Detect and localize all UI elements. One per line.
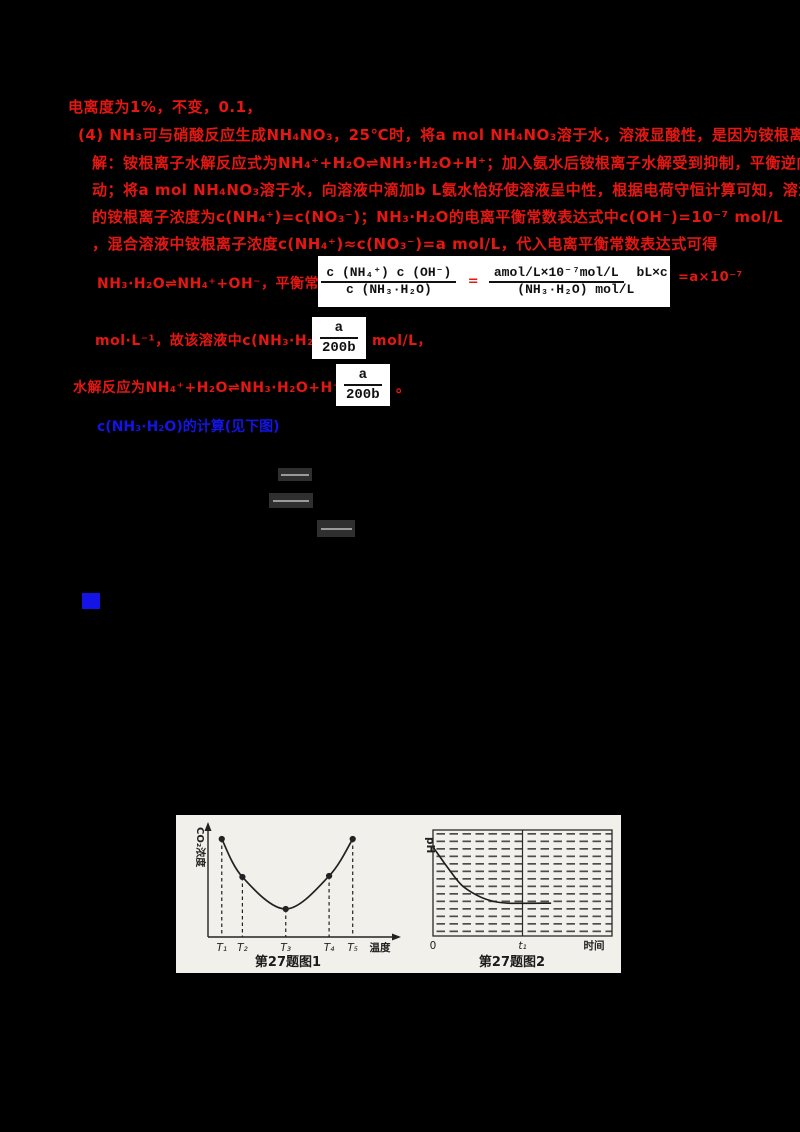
fraction-right-numerator: amol/L×10⁻⁷mol/L — [488, 265, 624, 284]
fraction-left: c (NH₄⁺) c (OH⁻) c (NH₃·H₂O) — [318, 265, 460, 298]
hydrolysis-line-pre: 水解反应为NH₄⁺+H₂O⇌NH₃·H₂O+H⁺，故为： — [73, 380, 399, 396]
small-frac-numerator: a — [344, 367, 382, 386]
svg-text:T₁: T₁ — [216, 942, 227, 954]
svg-text:t₁: t₁ — [518, 940, 526, 952]
answer-line-2: 解：铵根离子水解反应式为NH₄⁺+H₂O⇌NH₃·H₂O+H⁺；加入氨水后铵根离… — [92, 154, 800, 172]
svg-text:T₄: T₄ — [324, 942, 335, 954]
figure-strip: CO₂浓度 T₁ T₂ T₃ T₄ T₅ 温度 pH 0 t₁ 时间 第27题图1 第27题图2 — [176, 815, 621, 973]
answer-line-5: ，混合溶液中铵根离子浓度c(NH₄⁺)≈c(NO₃⁻)=a mol/L，代入电离… — [92, 235, 718, 253]
fraction-left-numerator: c (NH₄⁺) c (OH⁻) — [321, 265, 457, 284]
equals-sign: = — [467, 274, 479, 289]
equilibrium-constant-formula: c (NH₄⁺) c (OH⁻) c (NH₃·H₂O) = amol/L×10… — [318, 256, 670, 307]
result-line-pre: mol·L⁻¹，故该溶液中c(NH₃·H₂O)= — [95, 333, 346, 349]
co2-concentration-vs-temperature-chart: CO₂浓度 T₁ T₂ T₃ T₄ T₅ 温度 — [194, 822, 401, 954]
answer-line-q4: (4) NH₃可与硝酸反应生成NH₄NO₃，25℃时，将a mol NH₄NO₃… — [78, 126, 800, 144]
faint-equation-fragment-3 — [317, 520, 355, 537]
figure-1-caption: 第27题图1 — [254, 955, 322, 970]
fraction-right: amol/L×10⁻⁷mol/L bL×c (NH₃·H₂O) mol/L — [487, 265, 670, 298]
figure-2-caption: 第27题图2 — [478, 955, 546, 970]
svg-text:T₃: T₃ — [280, 942, 291, 954]
faint-equation-fragment-1 — [278, 468, 312, 481]
svg-text:0: 0 — [430, 940, 437, 952]
svg-text:T₅: T₅ — [347, 942, 358, 954]
answer-line-4: 的铵根离子浓度为c(NH₄⁺)=c(NO₃⁻)；NH₃·H₂O的电离平衡常数表达… — [92, 208, 784, 226]
blue-marker — [82, 593, 100, 609]
formula-suffix: =a×10⁻⁷ — [678, 270, 743, 285]
blue-note: c(NH₃·H₂O)的计算(见下图) — [97, 419, 280, 435]
small-frac-denominator: 200b — [322, 340, 356, 356]
answer-line-3: 动；将a mol NH₄NO₃溶于水，向溶液中滴加b L氨水恰好使溶液呈中性，根… — [92, 181, 800, 199]
ph-vs-time-chart: pH 0 t₁ 时间 — [424, 829, 613, 952]
hydrolysis-line-post: 。 — [396, 380, 411, 396]
svg-text:CO₂浓度: CO₂浓度 — [194, 827, 207, 868]
fraction-right-denominator: bL×c (NH₃·H₂O) mol/L — [517, 265, 668, 297]
result-line-post: mol/L， — [372, 333, 433, 349]
fraction-left-denominator: c (NH₃·H₂O) — [345, 281, 432, 297]
svg-text:pH: pH — [424, 837, 436, 853]
formula-prefix: NH₃·H₂O⇌NH₄⁺+OH⁻，平衡常数K= — [97, 276, 358, 292]
a-over-200b-box-2: a 200b — [336, 364, 390, 406]
answer-line-summary: 电离度为1%，不变，0.1， — [68, 98, 263, 116]
svg-text:时间: 时间 — [584, 939, 605, 952]
svg-text:T₂: T₂ — [237, 942, 248, 954]
small-frac-numerator: a — [320, 320, 358, 339]
a-over-200b-box-1: a 200b — [312, 317, 366, 359]
small-frac-denominator: 200b — [346, 387, 380, 403]
faint-equation-fragment-2 — [269, 493, 313, 508]
svg-text:温度: 温度 — [370, 941, 391, 954]
